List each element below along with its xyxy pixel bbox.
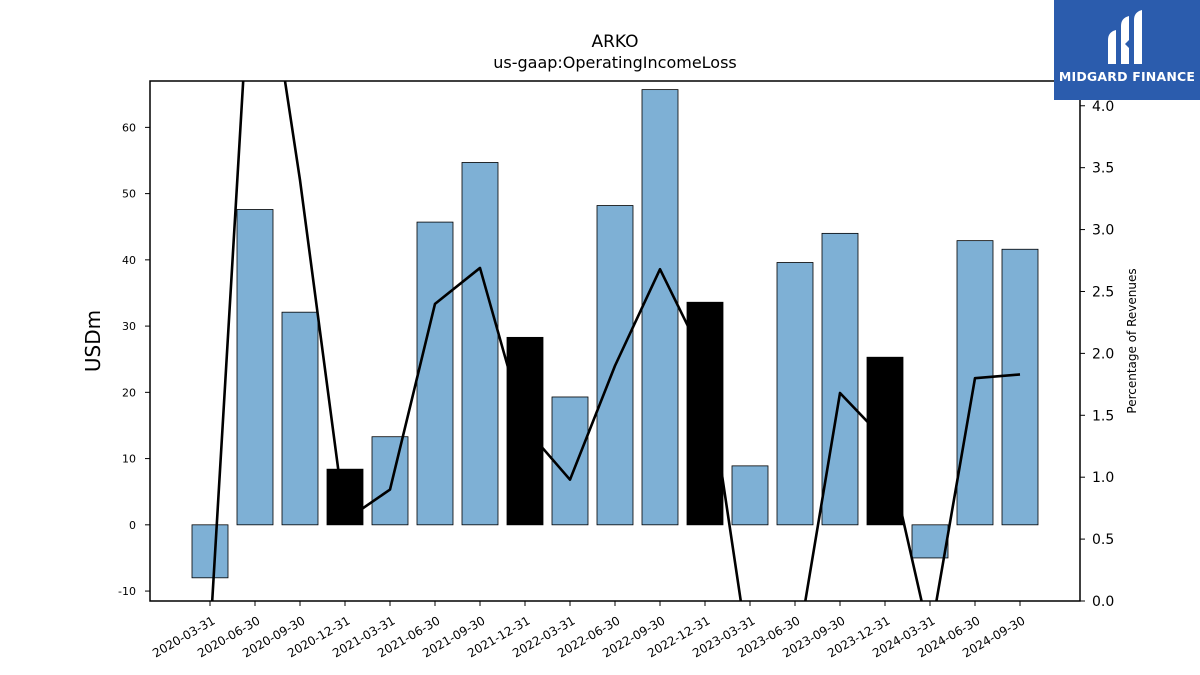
bar-2023-09-30 (821, 232, 859, 526)
chart-title: ARKO (591, 32, 639, 52)
ratio-line (210, 81, 1021, 601)
y-tick-label: 0 (129, 519, 136, 532)
y-tick-label: 40 (122, 254, 136, 267)
y2-tick-label: 1.0 (1092, 470, 1114, 486)
bar-2021-06-30 (416, 221, 454, 526)
bar-2023-06-30 (776, 262, 814, 526)
y-tick-label: 20 (122, 386, 136, 399)
left-axis: -10 0 10 20 30 40 50 60 (118, 121, 150, 598)
y2-tick-label: 3.0 (1092, 223, 1114, 239)
y-axis-label: USDm (81, 310, 105, 372)
bar-2024-06-30 (956, 240, 994, 526)
y-tick-label: -10 (118, 585, 136, 598)
y2-tick-label: 0.5 (1092, 532, 1114, 548)
bar-2024-03-31 (911, 524, 949, 559)
midgard-finance-logo: MIDGARD FINANCE (1054, 0, 1200, 100)
bar-2022-03-31 (551, 396, 589, 526)
midgard-logo-icon (1108, 10, 1142, 64)
bar-2021-09-30 (461, 162, 499, 526)
chart-subtitle: us-gaap:OperatingIncomeLoss (493, 53, 737, 72)
bar-2022-12-31 (686, 301, 724, 526)
bar-series (191, 89, 1039, 579)
y2-tick-label: 0.0 (1092, 594, 1114, 610)
bar-2024-09-30 (1001, 248, 1039, 526)
y2-tick-label: 4.0 (1092, 99, 1114, 115)
ratio-line-series (210, 81, 1021, 601)
y-tick-label: 30 (122, 320, 136, 333)
y2-tick-label: 3.5 (1092, 161, 1114, 177)
bar-2020-06-30 (236, 209, 274, 526)
x-axis: 2020-03-312020-06-302020-09-302020-12-31… (150, 601, 1028, 660)
y2-tick-label: 2.5 (1092, 284, 1114, 300)
y-tick-label: 10 (122, 453, 136, 466)
bar-2021-03-31 (371, 436, 409, 526)
bar-2020-09-30 (281, 311, 319, 526)
right-axis: 0.0 0.5 1.0 1.5 2.0 2.5 3.0 3.5 4.0 (1080, 99, 1114, 610)
y2-tick-label: 1.5 (1092, 408, 1114, 424)
bar-2022-09-30 (641, 89, 679, 526)
logo-text: MIDGARD FINANCE (1058, 69, 1196, 84)
y2-tick-label: 2.0 (1092, 346, 1114, 362)
y-tick-label: 50 (122, 188, 136, 201)
y-tick-label: 60 (122, 121, 136, 134)
bar-2021-12-31 (506, 336, 544, 526)
y2-axis-label: Percentage of Revenues (1125, 268, 1139, 413)
bar-2023-03-31 (731, 465, 769, 526)
bar-2020-03-31 (191, 524, 229, 579)
